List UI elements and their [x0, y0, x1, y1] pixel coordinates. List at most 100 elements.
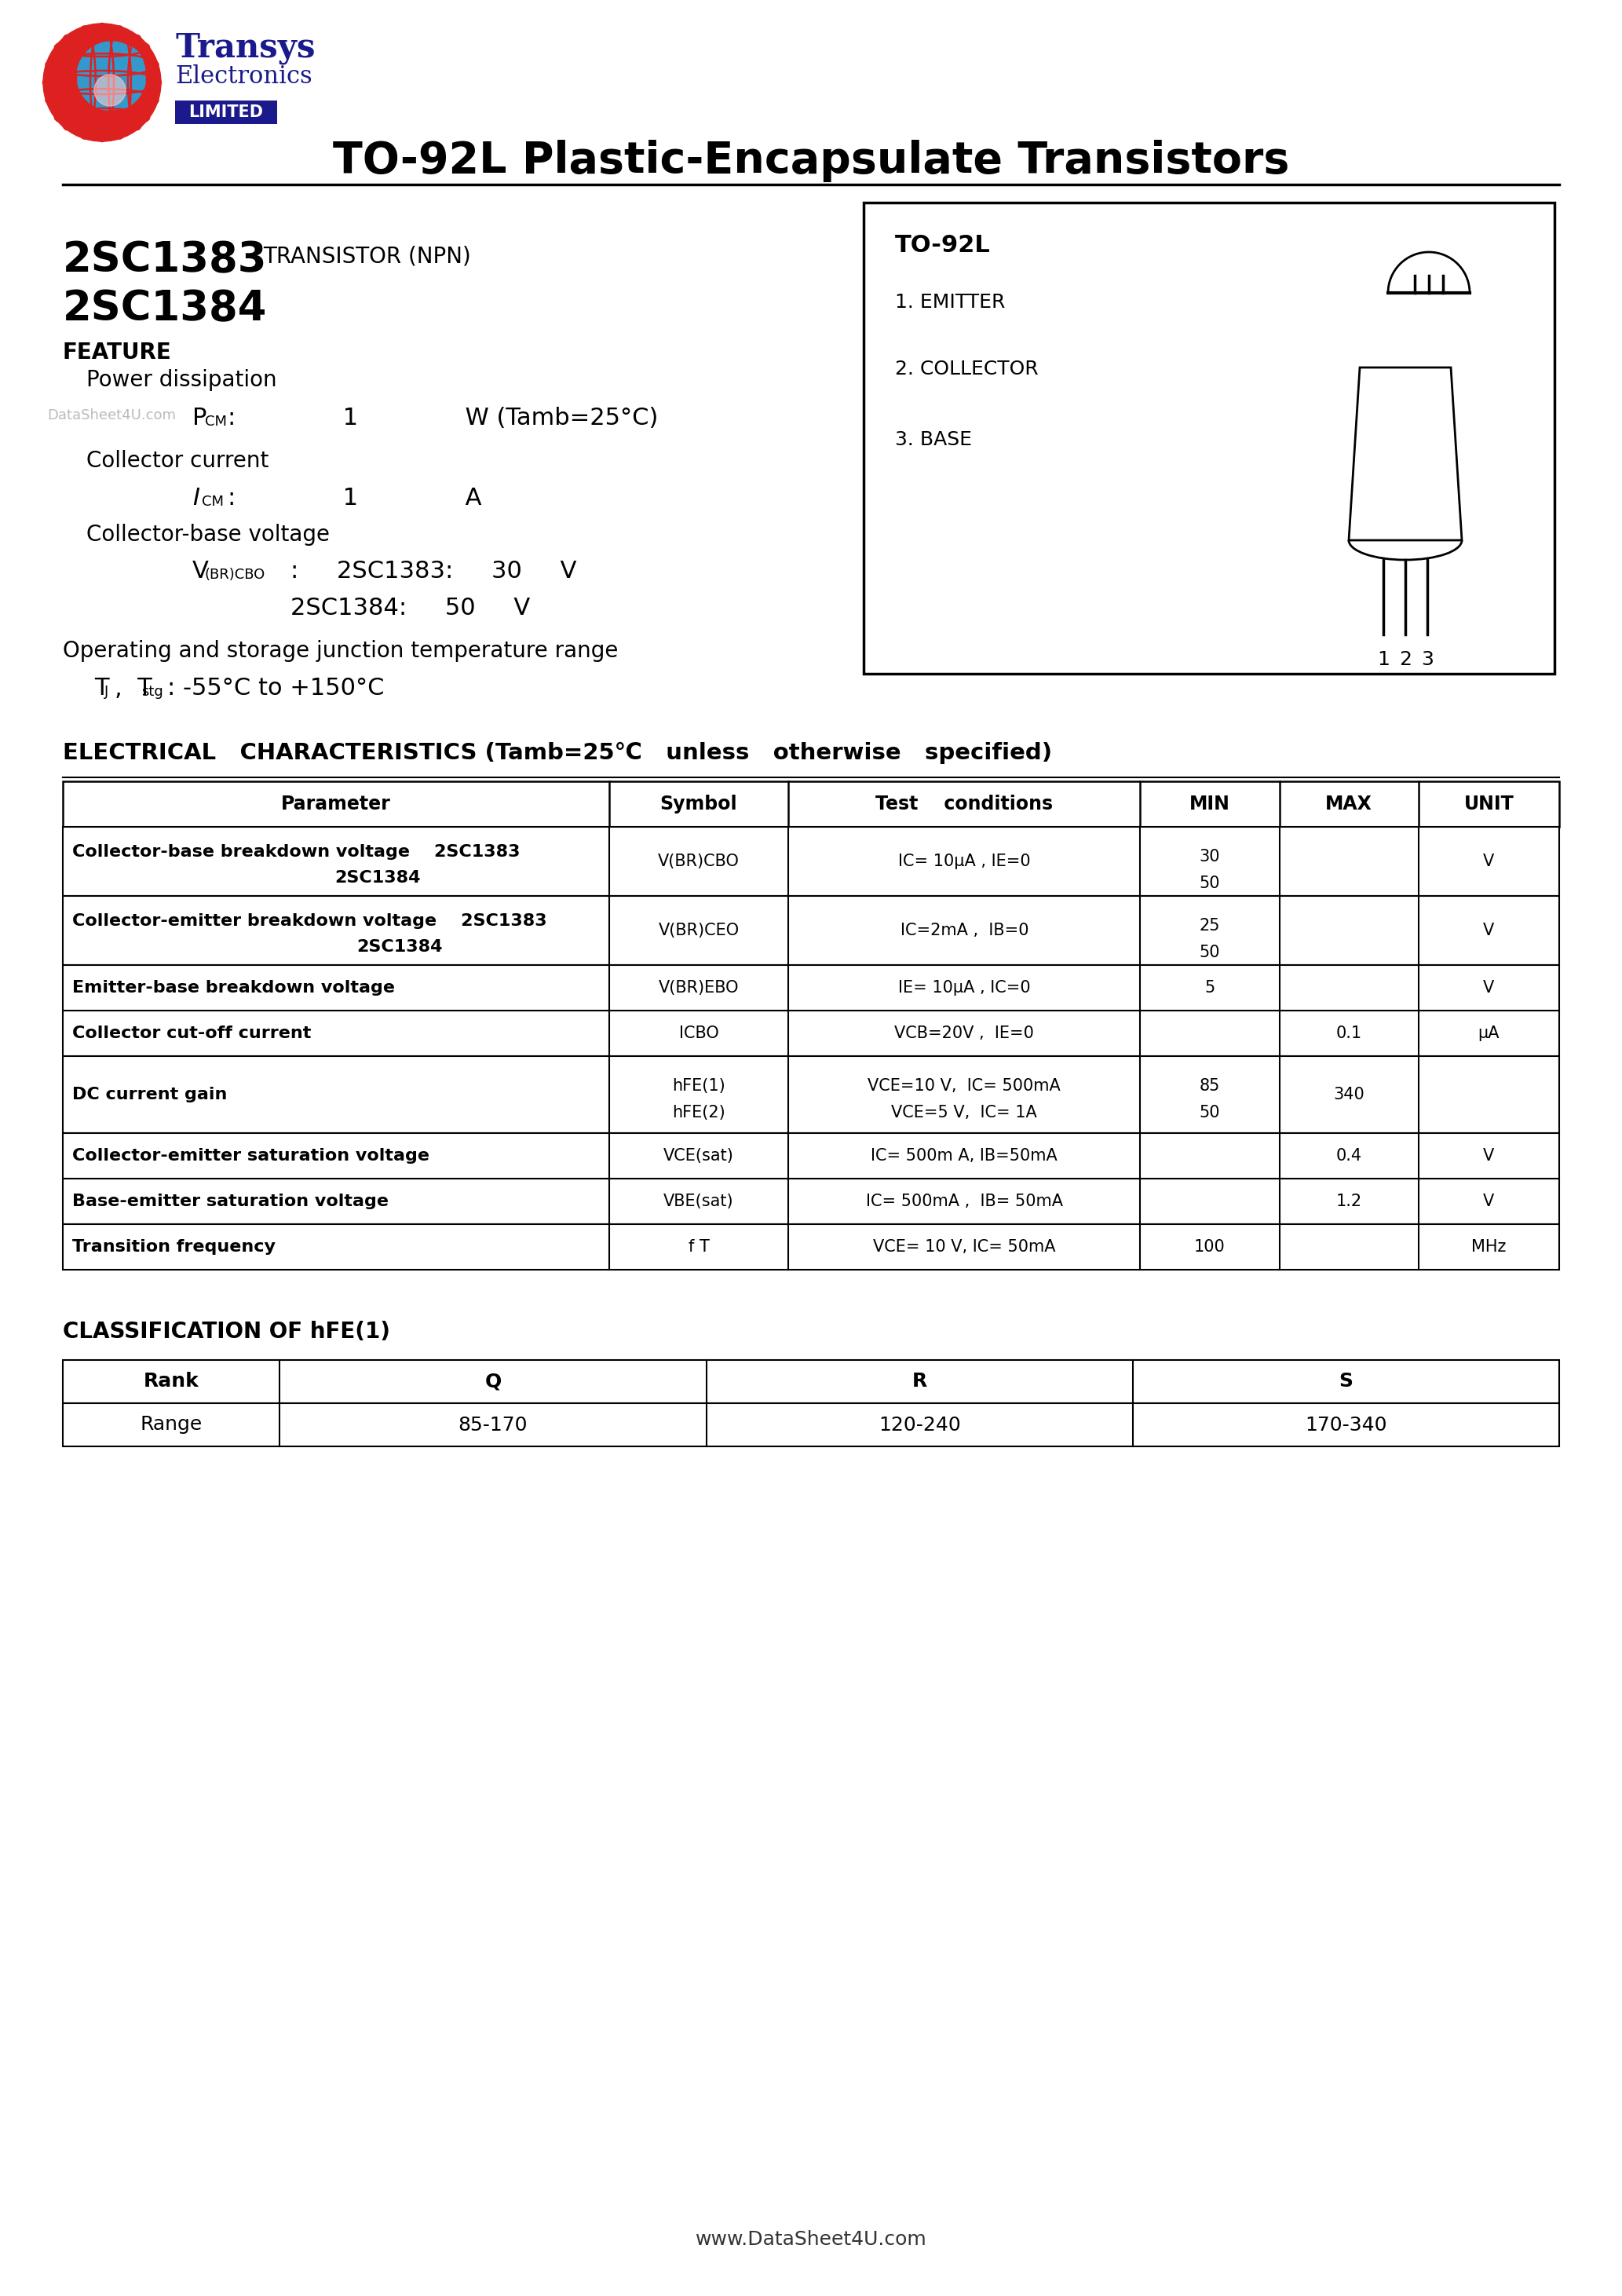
Text: V: V [1483, 923, 1494, 939]
Text: VBE(sat): VBE(sat) [663, 1194, 733, 1210]
Text: 2: 2 [1400, 650, 1411, 668]
Text: 25: 25 [1199, 918, 1220, 934]
Text: f T: f T [688, 1240, 709, 1256]
Text: : -55°C to +150°C: : -55°C to +150°C [167, 677, 384, 700]
Bar [63, 781, 1559, 827]
Text: Electronics: Electronics [175, 64, 313, 90]
Text: J: J [104, 684, 109, 698]
Text: 2SC1384: 2SC1384 [63, 289, 268, 328]
Text: Q: Q [485, 1373, 501, 1391]
Text: 5: 5 [1205, 980, 1215, 996]
Text: 170-340: 170-340 [1306, 1414, 1387, 1435]
Text: 30: 30 [1199, 850, 1220, 866]
Text: Emitter-base breakdown voltage: Emitter-base breakdown voltage [73, 980, 394, 996]
Text: FEATURE: FEATURE [63, 342, 172, 363]
Text: UNIT: UNIT [1463, 794, 1513, 813]
Circle shape [94, 73, 125, 106]
Text: Collector-base breakdown voltage    2SC1383: Collector-base breakdown voltage 2SC1383 [73, 845, 521, 859]
Text: V(BR)EBO: V(BR)EBO [659, 980, 740, 996]
Text: (BR)CBO: (BR)CBO [204, 567, 266, 581]
Bar [63, 1224, 1559, 1270]
Text: LIMITED: LIMITED [188, 103, 263, 119]
Text: 2SC1384:     50     V: 2SC1384: 50 V [290, 597, 530, 620]
Text: μA: μA [1478, 1026, 1500, 1040]
Text: V: V [193, 560, 209, 583]
Text: DataSheet4U.com: DataSheet4U.com [47, 409, 175, 422]
Text: CLASSIFICATION OF hFE(1): CLASSIFICATION OF hFE(1) [63, 1320, 391, 1343]
Text: Transys: Transys [175, 32, 315, 64]
Circle shape [99, 44, 144, 90]
Text: VCB=20V ,  IE=0: VCB=20V , IE=0 [895, 1026, 1035, 1040]
Text: S: S [1338, 1373, 1353, 1391]
Text: ,  T: , T [115, 677, 152, 700]
Text: V(BR)CBO: V(BR)CBO [659, 854, 740, 870]
Text: V: V [1483, 854, 1494, 870]
Text: 50: 50 [1199, 944, 1220, 960]
Text: 2SC1384: 2SC1384 [357, 939, 443, 955]
Text: :              1              A: : 1 A [227, 487, 482, 510]
Text: ICBO: ICBO [680, 1026, 719, 1040]
Circle shape [76, 41, 146, 110]
Text: ELECTRICAL   CHARACTERISTICS (Tamb=25℃   unless   otherwise   specified): ELECTRICAL CHARACTERISTICS (Tamb=25℃ unl… [63, 742, 1053, 765]
Text: Collector-base voltage: Collector-base voltage [86, 523, 329, 546]
Text: 1.2: 1.2 [1337, 1194, 1362, 1210]
Bar [63, 1359, 1559, 1403]
Text: 50: 50 [1199, 1104, 1220, 1120]
Circle shape [44, 23, 161, 142]
Text: DC current gain: DC current gain [73, 1086, 227, 1102]
Text: Parameter: Parameter [281, 794, 391, 813]
Text: VCE= 10 V, IC= 50mA: VCE= 10 V, IC= 50mA [873, 1240, 1056, 1256]
Text: P: P [193, 406, 206, 429]
Text: Collector-emitter breakdown voltage    2SC1383: Collector-emitter breakdown voltage 2SC1… [73, 914, 547, 930]
Text: 3. BASE: 3. BASE [895, 429, 972, 450]
Text: V: V [1483, 1148, 1494, 1164]
Text: 2SC1384: 2SC1384 [334, 870, 420, 886]
Text: 100: 100 [1194, 1240, 1225, 1256]
Text: www.DataSheet4U.com: www.DataSheet4U.com [696, 2229, 926, 2248]
Text: VCE=10 V,  IC= 500mA: VCE=10 V, IC= 500mA [868, 1079, 1061, 1093]
Text: IC= 10μA , IE=0: IC= 10μA , IE=0 [899, 854, 1030, 870]
Text: 85-170: 85-170 [459, 1414, 527, 1435]
Text: 3: 3 [1421, 650, 1434, 668]
Text: V: V [1483, 1194, 1494, 1210]
Text: MHz: MHz [1471, 1240, 1507, 1256]
Text: Rank: Rank [143, 1373, 200, 1391]
Bar [63, 1134, 1559, 1178]
Text: Collector cut-off current: Collector cut-off current [73, 1026, 311, 1040]
Text: MIN: MIN [1189, 794, 1229, 813]
Text: T: T [94, 677, 109, 700]
Text: IE= 10μA , IC=0: IE= 10μA , IC=0 [899, 980, 1030, 996]
Text: Power dissipation: Power dissipation [86, 370, 277, 390]
Text: IC= 500mA ,  IB= 50mA: IC= 500mA , IB= 50mA [866, 1194, 1062, 1210]
Text: hFE(2): hFE(2) [672, 1104, 725, 1120]
Text: 85: 85 [1199, 1079, 1220, 1093]
Text: V(BR)CEO: V(BR)CEO [659, 923, 740, 939]
Text: TO-92L Plastic-Encapsulate Transistors: TO-92L Plastic-Encapsulate Transistors [333, 140, 1289, 181]
Bar [63, 1178, 1559, 1224]
Text: IC=2mA ,  IB=0: IC=2mA , IB=0 [900, 923, 1028, 939]
Text: Collector-emitter saturation voltage: Collector-emitter saturation voltage [73, 1148, 430, 1164]
Text: 1: 1 [1377, 650, 1390, 668]
Text: Range: Range [139, 1414, 203, 1435]
Text: CM: CM [201, 494, 224, 510]
Text: TRANSISTOR (NPN): TRANSISTOR (NPN) [263, 246, 470, 269]
Bar [63, 1403, 1559, 1446]
Bar [63, 827, 1559, 895]
Text: MAX: MAX [1325, 794, 1372, 813]
Text: IC= 500m A, IB=50mA: IC= 500m A, IB=50mA [871, 1148, 1058, 1164]
Text: V: V [1483, 980, 1494, 996]
Bar [63, 1010, 1559, 1056]
Bar [63, 1056, 1559, 1134]
Text: 0.4: 0.4 [1337, 1148, 1362, 1164]
Text: VCE=5 V,  IC= 1A: VCE=5 V, IC= 1A [892, 1104, 1038, 1120]
Text: 2SC1383: 2SC1383 [63, 239, 268, 280]
Text: hFE(1): hFE(1) [672, 1079, 725, 1093]
Text: Test    conditions: Test conditions [876, 794, 1053, 813]
Text: Transition frequency: Transition frequency [73, 1240, 276, 1256]
Text: stg: stg [141, 684, 164, 698]
Bar [63, 895, 1559, 964]
Text: TO-92L: TO-92L [895, 234, 991, 257]
Bar [863, 202, 1554, 673]
Text: 2. COLLECTOR: 2. COLLECTOR [895, 360, 1038, 379]
Text: R: R [912, 1373, 928, 1391]
